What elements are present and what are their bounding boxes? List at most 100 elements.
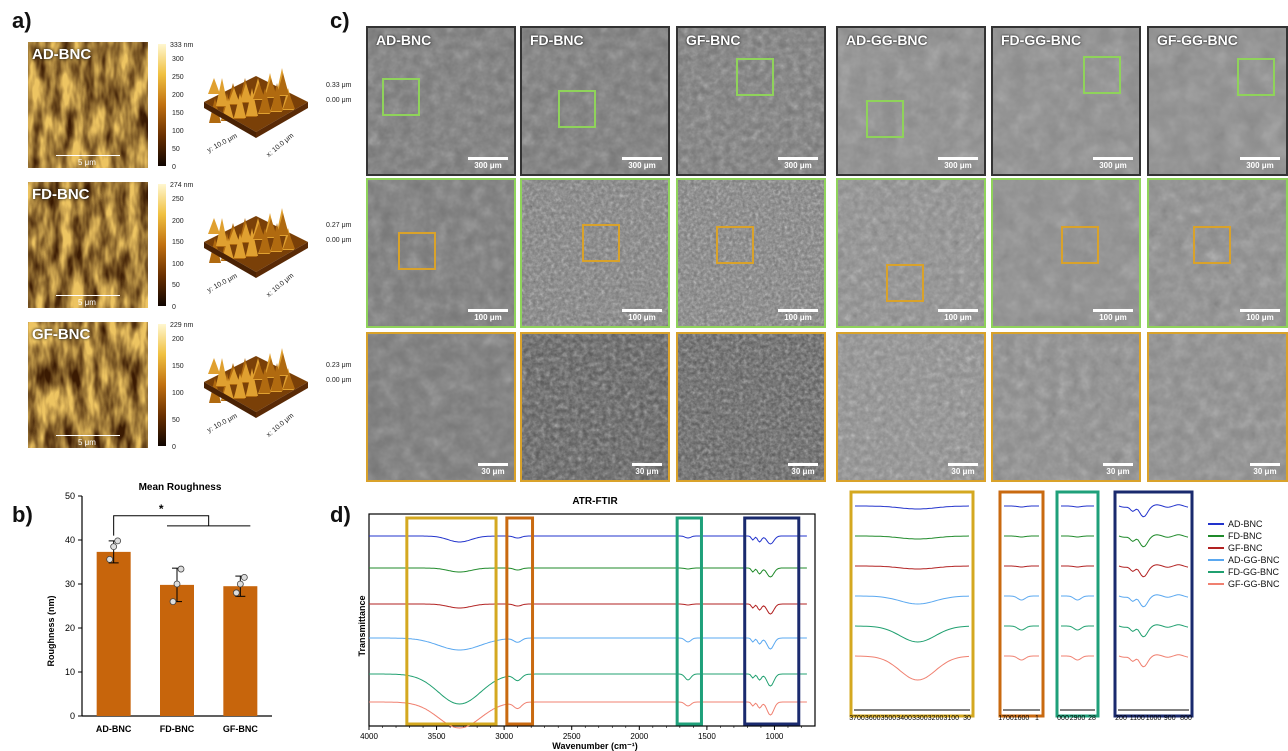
data-point [173,580,181,588]
y-tick-label: 0 [70,711,75,721]
sem-image: GF-GG-BNC 300 μm [1147,26,1288,176]
colorbar-tick: 150 [172,363,184,370]
scale-bar-label: 300 μm [784,161,812,170]
panel-label-b: b) [12,502,33,527]
scale-bar-label: 100 μm [628,313,656,322]
zoom-spectrum-line [1004,625,1039,631]
scale-bar: 30 μm [1103,463,1133,476]
data-point [232,589,240,597]
ftir-chart: ATR-FTIR Transmittance Wavenumber (cm⁻¹)… [357,490,1194,751]
scale-bar: 100 μm [778,309,818,322]
ftir-title: ATR-FTIR [572,496,618,507]
sem-image: 30 μm [991,332,1141,482]
legend-swatch [1208,559,1224,561]
zoom-spectrum-line [1004,655,1039,661]
sem-image: FD-GG-BNC 300 μm [991,26,1141,176]
sem-column-label: AD-BNC [376,32,432,48]
zoom-spectrum-line [1004,505,1039,508]
afm-3d-surface [204,348,308,418]
zoom-region-box [558,90,596,128]
zoom-spectrum-line [1118,594,1189,608]
legend-label: FD-GG-BNC [1228,567,1279,577]
data-point [114,537,122,545]
scale-bar-label: 30 μm [481,467,505,476]
legend-label: AD-GG-BNC [1228,555,1280,565]
scale-bar: 30 μm [632,463,662,476]
scale-bar-label: 30 μm [1106,467,1130,476]
sem-image: 30 μm [366,332,516,482]
afm-height-max: 0.23 μm [326,362,352,369]
sem-column-label: GF-GG-BNC [1157,32,1238,48]
zoom-region-box [1237,58,1275,96]
zoom-region-box [398,232,436,270]
colorbar-tick: 250 [172,74,184,81]
zoom-panel [1055,490,1100,718]
data-point [110,543,118,550]
colorbar-tick: 0 [172,444,176,451]
colorbar-max-label: 274 nm [170,182,194,189]
sem-column-label: FD-GG-BNC [1001,32,1082,48]
legend-item: FD-GG-BNC [1208,566,1280,578]
scale-bar: 100 μm [622,309,662,322]
afm-height-min: 0.00 μm [326,97,352,104]
roughness-chart: Mean Roughness Roughness (nm) 0 10 20 30 40 5… [46,482,272,734]
scale-bar-label: 100 μm [944,313,972,322]
sem-image: GF-BNC 300 μm [676,26,826,176]
legend-item: GF-GG-BNC [1208,578,1280,590]
x-tick-label: FD-BNC [160,724,195,734]
spectrum-line [369,535,807,545]
colorbar-tick: 50 [172,282,180,290]
afm-image: FD-BNC 5 μm [28,182,148,308]
scale-bar [56,295,120,296]
y-tick-label: 50 [65,491,75,501]
scale-bar: 100 μm [938,309,978,322]
zoom-tick-label: 1000 [1146,715,1162,722]
sem-column-label: AD-GG-BNC [846,32,928,48]
x-tick-label: GF-BNC [223,724,258,734]
legend-item: AD-BNC [1208,518,1280,530]
colorbar-tick: 250 [172,196,184,203]
zoom-region-box [675,516,703,726]
data-point [106,555,114,563]
zoom-spectrum-line [855,535,970,540]
plot-frame [368,513,816,727]
zoom-spectrum-line [855,565,970,570]
scale-bar-label: 100 μm [474,313,502,322]
sem-image: 100 μm [520,178,670,328]
afm-colorbar [158,324,166,446]
scale-bar-label: 300 μm [474,161,502,170]
sem-image: AD-GG-BNC 300 μm [836,26,986,176]
data-point [177,565,185,573]
zoom-spectrum-line [854,625,970,643]
x-tick-label: 3500 [428,732,446,741]
colorbar-tick: 200 [172,217,184,225]
colorbar-tick: 100 [172,128,184,135]
x-tick-label: 1000 [766,732,784,741]
legend-swatch [1208,583,1224,585]
spectrum-line [369,673,807,705]
afm-colorbar [158,44,166,166]
zoom-region-box [1193,226,1231,264]
afm-3d-surface [204,208,308,278]
scale-bar: 300 μm [938,157,978,170]
legend-item: GF-BNC [1208,542,1280,554]
scale-bar: 100 μm [1093,309,1133,322]
afm-height-max: 0.33 μm [326,82,352,89]
zoom-tick-label: 3700 [849,715,865,722]
scale-bar-label: 300 μm [628,161,656,170]
zoom-region-box [886,264,924,302]
colorbar-tick: 150 [172,239,184,247]
zoom-tick-label: 200 [1115,715,1127,722]
y-tick-label: 30 [65,579,75,589]
sem-image: 30 μm [520,332,670,482]
ftir-legend: AD-BNC FD-BNC GF-BNC AD-GG-BNC FD-GG-BNC GF-G… [1208,518,1280,590]
zoom-spectrum-line [1004,535,1039,538]
scale-bar-label: 300 μm [944,161,972,170]
colorbar-tick: 0 [172,164,176,171]
x-tick-label: AD-BNC [96,724,132,734]
ftir-x-label: Wavenumber (cm⁻¹) [552,741,637,751]
zoom-spectrum-line [1118,654,1189,668]
scale-bar: 300 μm [778,157,818,170]
scale-bar-label: 30 μm [635,467,659,476]
sem-image: 30 μm [1147,332,1288,482]
